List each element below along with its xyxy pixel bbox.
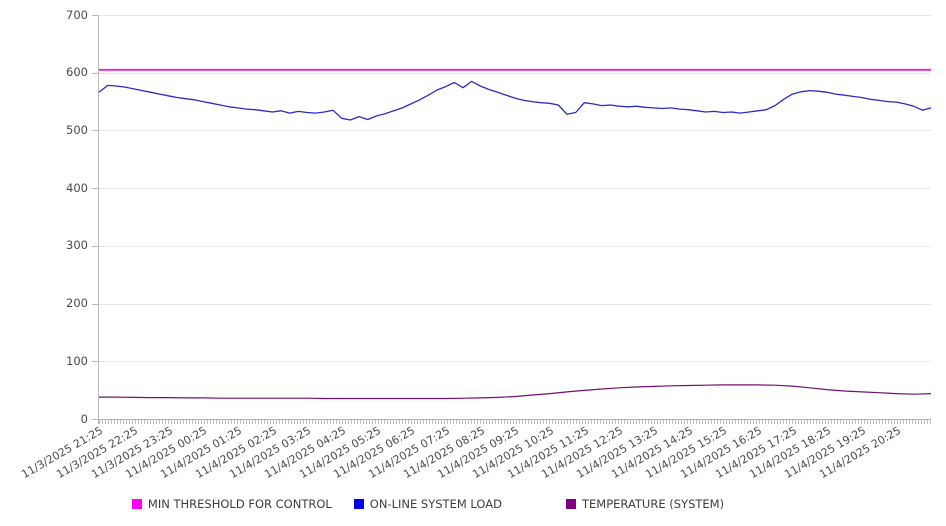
y-axis-tick — [92, 15, 98, 16]
temperature-swatch-icon — [566, 499, 576, 509]
legend-label-system-load: ON-LINE SYSTEM LOAD — [369, 497, 502, 511]
series-line-on-line-system-load — [98, 80, 932, 121]
legend-label-temperature: TEMPERATURE (SYSTEM) — [582, 497, 725, 511]
gridline — [98, 419, 931, 420]
legend-label-min-threshold: MIN THRESHOLD FOR CONTROL — [147, 497, 332, 511]
y-axis-label: 300 — [66, 238, 88, 253]
x-axis-minor-ticks — [99, 420, 931, 424]
y-axis-label: 100 — [66, 353, 88, 368]
gridline — [98, 245, 931, 247]
legend-item-temperature: TEMPERATURE (SYSTEM) — [566, 497, 724, 511]
series-line-temperature-system — [99, 384, 932, 400]
y-axis-line — [98, 15, 99, 424]
legend-item-min-threshold: MIN THRESHOLD FOR CONTROL — [131, 497, 332, 511]
y-axis-tick — [92, 188, 98, 190]
y-axis-label: 400 — [66, 180, 88, 195]
min-threshold-swatch-icon — [131, 499, 142, 509]
gridline — [98, 15, 931, 16]
y-axis-tick — [92, 245, 98, 247]
gridline — [98, 72, 931, 74]
y-axis-label: 700 — [66, 7, 88, 22]
y-axis-label: 600 — [66, 65, 88, 80]
y-axis-label: 500 — [66, 122, 88, 137]
y-axis-tick — [92, 361, 98, 363]
y-axis-tick — [92, 303, 98, 305]
gridline — [98, 130, 931, 132]
y-axis-tick — [92, 419, 98, 420]
y-axis-tick — [92, 72, 98, 74]
gridline — [98, 188, 931, 190]
system-load-swatch-icon — [353, 499, 364, 509]
gridline — [98, 361, 931, 363]
y-axis-tick — [92, 130, 98, 132]
legend-item-system-load: ON-LINE SYSTEM LOAD — [353, 497, 502, 511]
y-axis-label: 200 — [66, 296, 88, 311]
legend: MIN THRESHOLD FOR CONTROL ON-LINE SYSTEM… — [0, 497, 856, 511]
gridline — [98, 303, 931, 305]
y-axis-label: 0 — [80, 411, 88, 426]
